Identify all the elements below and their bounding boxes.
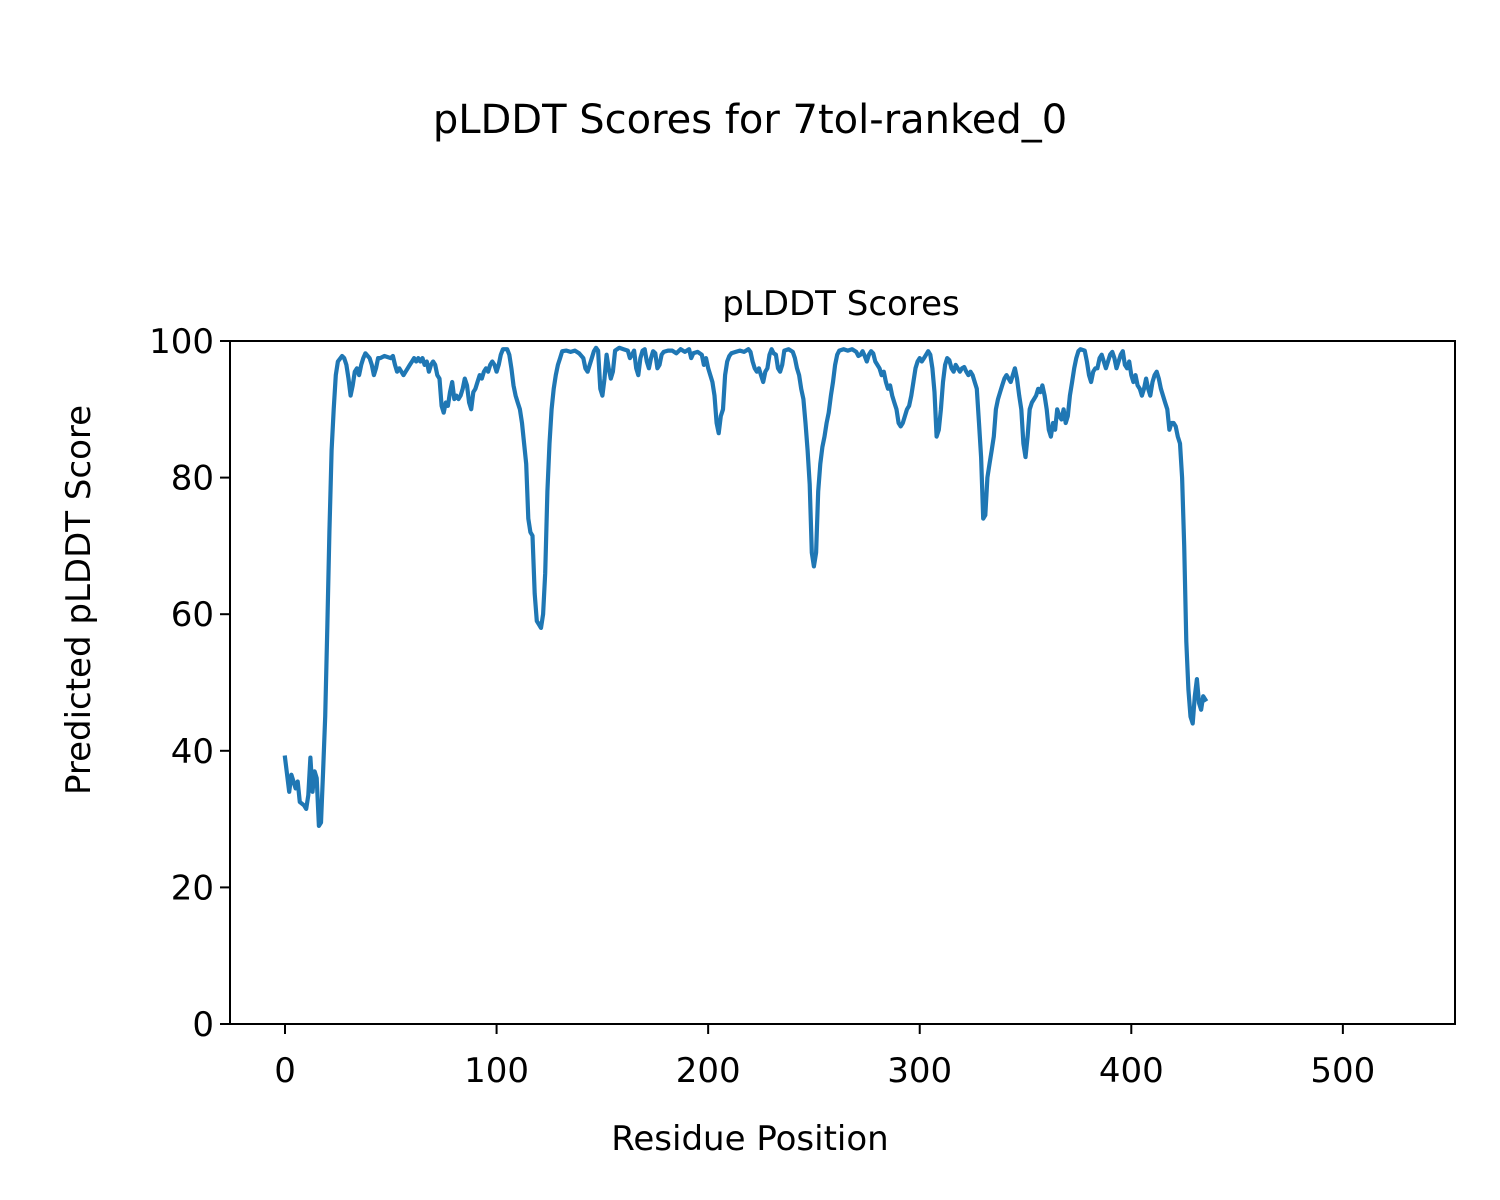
y-tick-label: 60 <box>171 595 214 635</box>
x-tick-label: 500 <box>1310 1051 1375 1091</box>
x-tick-label: 300 <box>887 1051 952 1091</box>
x-tick-label: 400 <box>1099 1051 1164 1091</box>
axes-title: pLDDT Scores <box>722 284 959 324</box>
y-tick-label: 20 <box>171 868 214 908</box>
figure-suptitle: pLDDT Scores for 7tol-ranked_0 <box>433 97 1067 143</box>
x-tick-label: 200 <box>676 1051 741 1091</box>
y-axis-label: Predicted pLDDT Score <box>59 405 99 795</box>
plot-area: 0 100 200 300 400 500 0 20 40 60 80 100 <box>149 322 1456 1091</box>
axes-frame <box>229 340 1456 1025</box>
y-tick-label: 80 <box>171 459 214 499</box>
x-tick-label: 0 <box>274 1051 296 1091</box>
y-tick-label: 40 <box>171 732 214 772</box>
y-tick-label: 100 <box>149 322 214 362</box>
y-tick-label: 0 <box>192 1005 214 1045</box>
x-tick-label: 100 <box>464 1051 529 1091</box>
x-axis-label: Residue Position <box>611 1119 888 1159</box>
series-line-0 <box>282 345 1209 828</box>
